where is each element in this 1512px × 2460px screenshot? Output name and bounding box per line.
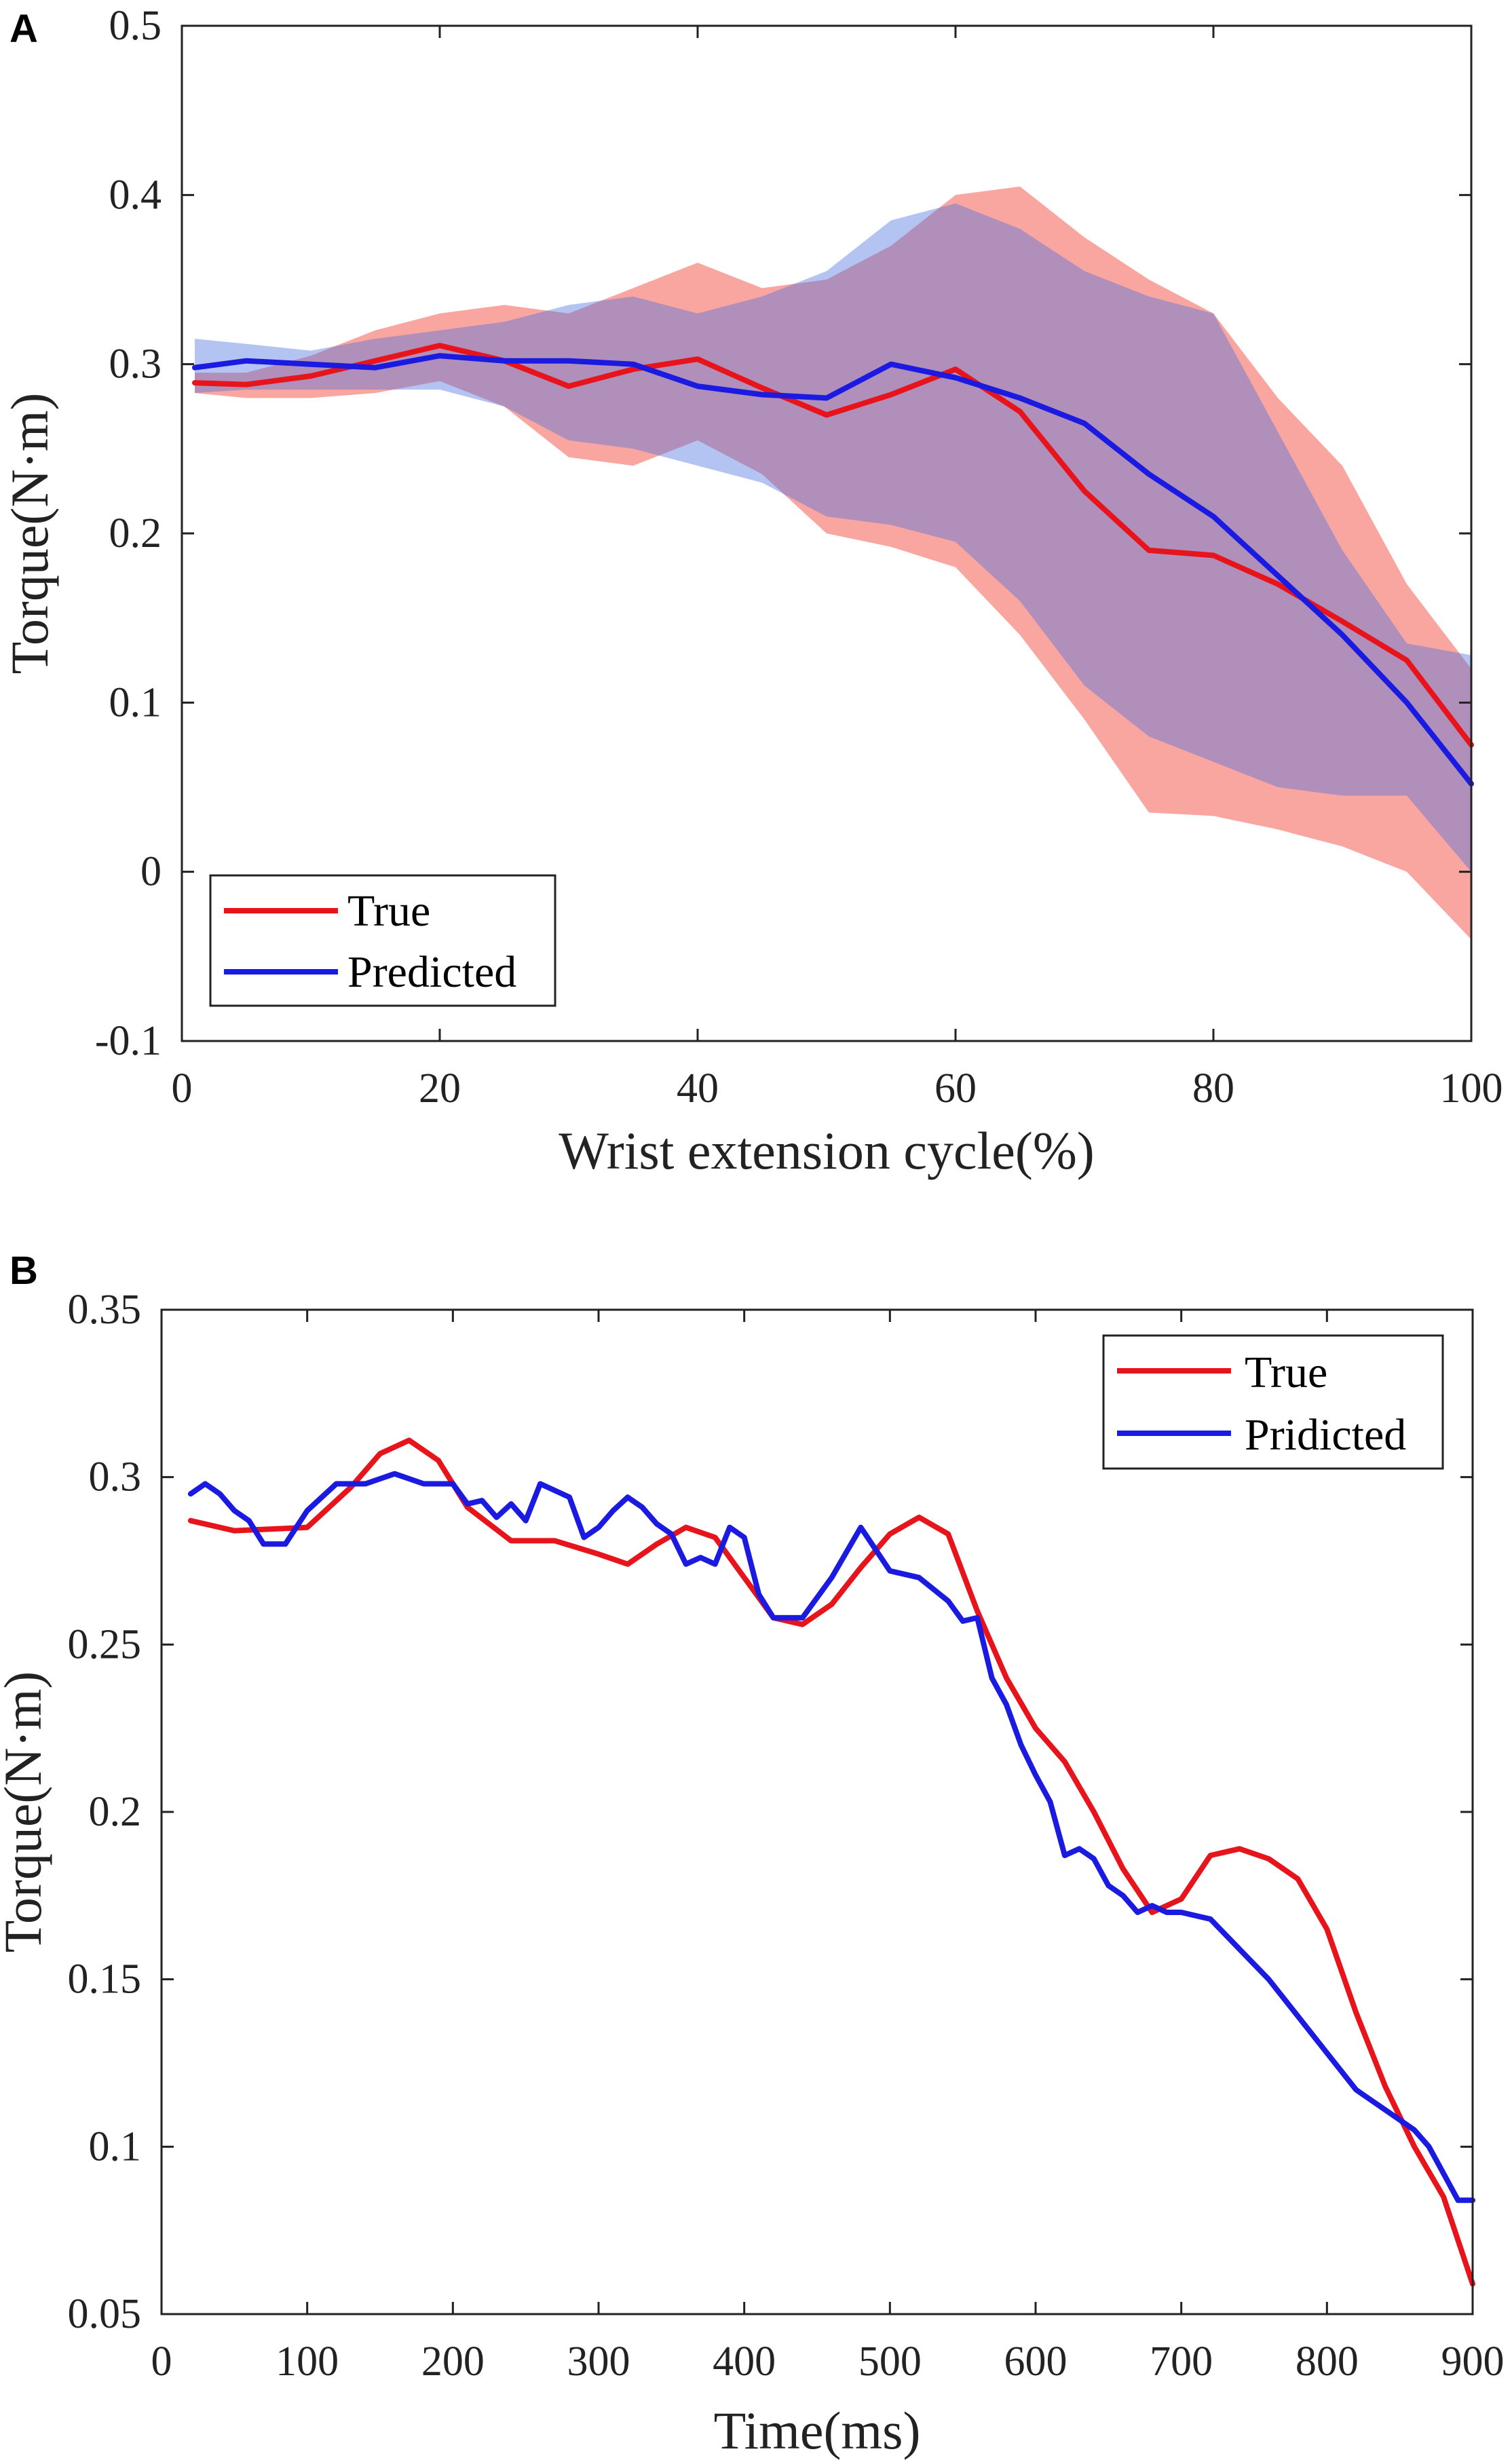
- chart-b-x-ticks: 0 100 200 300 400 500 600 700 800 900: [151, 1310, 1505, 2385]
- chart-a-y-tick-label: 0.2: [109, 510, 162, 556]
- chart-a-x-ticks: 0 20 40 60 80 100: [172, 26, 1503, 1112]
- chart-b-x-tick-label: 800: [1296, 2339, 1359, 2385]
- chart-b-x-tick-label: 100: [276, 2339, 339, 2385]
- chart-b-y-axis-label: Torque(N·m): [0, 1671, 52, 1953]
- chart-a-y-tick-label: 0: [140, 849, 162, 895]
- chart-b-x-tick-label: 900: [1441, 2339, 1505, 2385]
- chart-b-x-tick-label: 600: [1004, 2339, 1067, 2385]
- chart-b: B 0.05 0.1 0.15 0.2 0.25 0.3 0.35 0 100 200 300 40…: [0, 1249, 1505, 2460]
- chart-b-y-tick-label: 0.25: [68, 1621, 142, 1667]
- chart-b-y-tick-label: 0.2: [89, 1789, 142, 1835]
- chart-b-x-axis-label: Time(ms): [714, 2401, 921, 2460]
- chart-a-band-true: [195, 186, 1471, 940]
- chart-b-x-tick-label: 300: [567, 2339, 630, 2385]
- chart-b-y-tick-label: 0.05: [68, 2291, 142, 2337]
- chart-a-x-tick-label: 0: [172, 1065, 193, 1112]
- chart-a-x-tick-label: 80: [1192, 1065, 1234, 1112]
- chart-a-y-tick-label: 0.5: [109, 3, 162, 49]
- chart-b-y-tick-label: 0.1: [89, 2123, 142, 2170]
- chart-b-x-tick-label: 0: [151, 2339, 172, 2385]
- chart-a-y-ticks: -0.1 0 0.1 0.2 0.3 0.4 0.5: [95, 3, 1471, 1064]
- chart-b-lines: [187, 1437, 1475, 2287]
- chart-a-band-predicted: [195, 203, 1471, 872]
- chart-b-x-tick-label: 500: [858, 2339, 922, 2385]
- chart-a-series-true: [192, 343, 1474, 748]
- chart-a-x-tick-label: 60: [934, 1065, 977, 1112]
- chart-a-legend-label-true: True: [347, 886, 430, 936]
- chart-a-x-tick-label: 40: [677, 1065, 719, 1112]
- chart-a-lines: [192, 343, 1474, 787]
- chart-a: A -0.100.10.20.30.40.5 0 20 40 60 80 100 Wris…: [0, 3, 1503, 1180]
- chart-a-x-tick-label: 100: [1440, 1065, 1503, 1112]
- chart-a-x-axis-label: Wrist extension cycle(%): [559, 1121, 1095, 1180]
- chart-b-x-tick-label: 700: [1150, 2339, 1213, 2385]
- chart-a-y-tick-label: -0.1: [95, 1018, 162, 1064]
- panel-label-a: A: [10, 7, 38, 51]
- chart-a-y-tick-label: 0.4: [109, 172, 162, 218]
- chart-b-legend-label-predicted: Pridicted: [1245, 1410, 1406, 1460]
- chart-b-legend-box: [1102, 1334, 1444, 1470]
- chart-a-legend-label-predicted: Predicted: [347, 947, 516, 997]
- chart-b-y-ticks: 0.05 0.1 0.15 0.2 0.25 0.3 0.35: [68, 1287, 1473, 2337]
- chart-b-legend: True Pridicted: [1102, 1334, 1444, 1470]
- panel-label-b: B: [10, 1249, 38, 1293]
- chart-b-series-pridicted: [187, 1471, 1475, 2203]
- chart-a-series-predicted: [192, 353, 1474, 787]
- chart-b-y-tick-label: 0.35: [68, 1287, 142, 1333]
- chart-a-y-axis-label: Torque(N·m): [0, 393, 59, 675]
- chart-a-y-tick-label: 0.3: [109, 341, 162, 387]
- chart-b-y-tick-label: 0.3: [89, 1454, 142, 1500]
- chart-b-y-tick-label: 0.15: [68, 1956, 142, 2003]
- chart-a-legend-box: [209, 874, 556, 1007]
- chart-a-legend: True Predicted: [209, 874, 556, 1007]
- chart-a-x-tick-label: 20: [419, 1065, 461, 1112]
- chart-b-legend-label-true: True: [1245, 1348, 1327, 1397]
- chart-a-y-tick-label: 0.1: [109, 679, 162, 725]
- chart-b-x-tick-label: 400: [713, 2339, 776, 2385]
- chart-a-bands: [195, 186, 1471, 940]
- chart-b-x-tick-label: 200: [421, 2339, 485, 2385]
